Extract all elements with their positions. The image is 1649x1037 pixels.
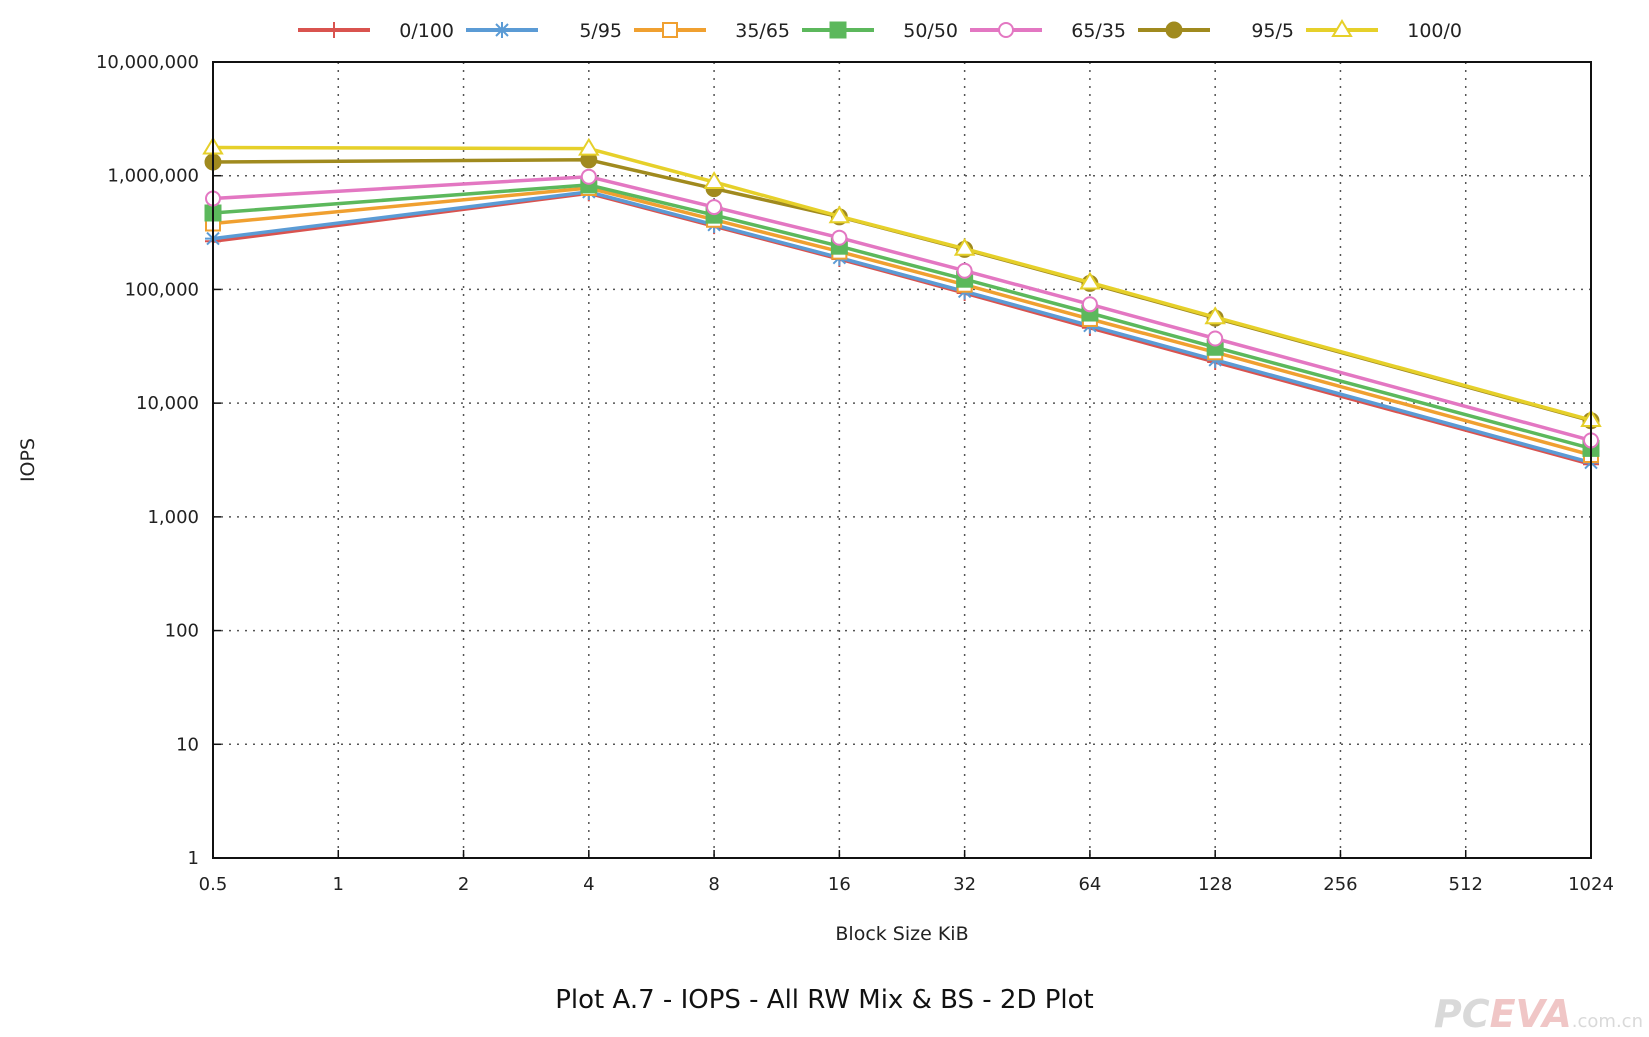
legend-marker — [1331, 19, 1353, 37]
watermark-domain: .com.cn — [1571, 1011, 1643, 1032]
legend-label: 100/0 — [1407, 20, 1462, 42]
legend-marker — [1165, 21, 1183, 39]
legend-marker — [829, 21, 847, 39]
x-tick-label: 512 — [1449, 874, 1483, 895]
watermark-logo: PCEVA.com.cn — [1434, 992, 1643, 1036]
y-tick-label: 100,000 — [125, 279, 199, 300]
legend-label: 35/65 — [735, 20, 790, 42]
plot-frame — [212, 61, 1592, 859]
data-point — [578, 137, 600, 156]
x-tick-label: 32 — [953, 874, 976, 895]
series-35-65 — [205, 179, 1599, 463]
legend-label: 0/100 — [399, 20, 454, 42]
data-point — [580, 168, 597, 185]
grid-lines — [213, 62, 1591, 858]
series-line — [212, 190, 1592, 465]
y-tick-label: 10,000 — [136, 393, 199, 414]
legend-marker — [326, 22, 342, 38]
series-line — [212, 183, 1592, 451]
y-axis-label: IOPS — [17, 438, 39, 482]
x-tick-label: 8 — [708, 874, 719, 895]
legend-item: 100/0 — [1306, 19, 1462, 42]
legend-item: 5/95 — [466, 20, 622, 42]
series-layer — [202, 136, 1602, 473]
y-tick-label: 1,000 — [147, 507, 199, 528]
y-tick-label: 1 — [188, 848, 199, 869]
y-tick-label: 10,000,000 — [96, 52, 199, 73]
x-tick-label: 1024 — [1568, 874, 1614, 895]
series-line — [212, 145, 1592, 422]
legend-label: 65/35 — [1071, 20, 1126, 42]
data-point — [1207, 330, 1224, 347]
y-axis-ticks: 1 10 100 1,000 10,000 100,000 1,000,000 10,000,… — [96, 52, 221, 869]
legend-marker — [998, 22, 1014, 38]
x-tick-label: 0.5 — [199, 874, 228, 895]
data-point — [953, 237, 976, 256]
x-tick-label: 1 — [333, 874, 344, 895]
series-line — [212, 186, 1592, 457]
legend-marker — [662, 22, 678, 38]
legend-item: 50/50 — [802, 20, 958, 42]
data-point — [1079, 271, 1101, 290]
legend-item: 35/65 — [634, 20, 790, 42]
x-axis-ticks: 0.5 1 2 4 8 16 32 64 128 256 512 1024 — [199, 850, 1614, 895]
series-line — [212, 174, 1592, 443]
legend-item: 0/100 — [298, 20, 454, 42]
legend-marker — [494, 22, 510, 38]
x-axis-label: Block Size KiB — [835, 923, 968, 945]
x-tick-label: 16 — [828, 874, 851, 895]
legend-item: 65/35 — [970, 20, 1126, 42]
data-point — [1081, 296, 1098, 313]
x-tick-label: 128 — [1198, 874, 1232, 895]
series-0-100 — [205, 185, 1599, 473]
watermark-prefix: PC — [1433, 992, 1490, 1036]
series-5-95 — [205, 183, 1599, 471]
y-tick-label: 1,000,000 — [107, 166, 199, 187]
x-tick-label: 2 — [458, 874, 469, 895]
y-tick-label: 10 — [176, 734, 199, 755]
x-tick-label: 256 — [1323, 874, 1357, 895]
data-point — [828, 205, 851, 224]
data-point — [831, 229, 848, 246]
legend-item: 95/5 — [1138, 20, 1294, 42]
data-point — [703, 171, 725, 190]
watermark-highlight: EVA — [1489, 992, 1572, 1036]
data-point — [1204, 306, 1226, 325]
legend-label: 50/50 — [903, 20, 958, 42]
series-100-0 — [202, 136, 1602, 428]
y-tick-label: 100 — [165, 621, 199, 642]
legend: 0/100 5/95 35/65 50/50 65/35 95/5 100/0 — [298, 19, 1462, 42]
data-point — [956, 262, 973, 279]
legend-label: 5/95 — [579, 20, 622, 42]
series-50-50 — [204, 176, 1600, 457]
x-tick-label: 4 — [583, 874, 594, 895]
chart-caption: Plot A.7 - IOPS - All RW Mix & BS - 2D P… — [555, 985, 1094, 1015]
legend-label: 95/5 — [1251, 20, 1294, 42]
data-point — [706, 199, 723, 216]
x-tick-label: 64 — [1078, 874, 1101, 895]
